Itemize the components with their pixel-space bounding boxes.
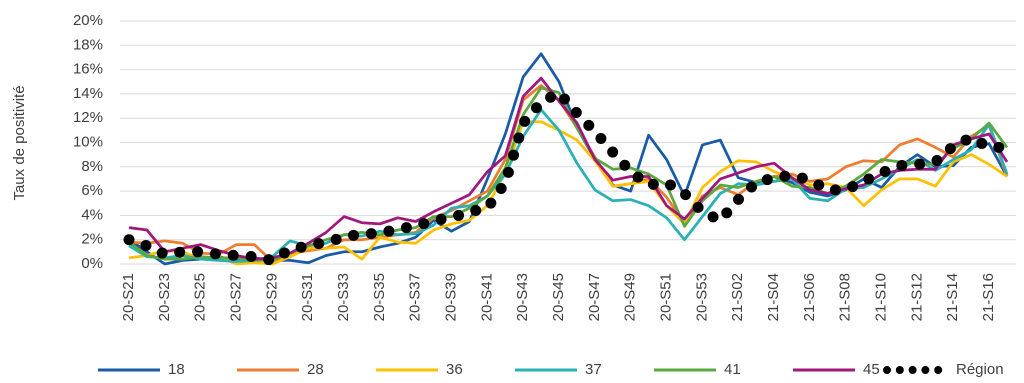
x-tick-label: 20-S43 [514,273,531,321]
gridlines [120,20,1016,265]
legend-label: 36 [446,361,463,378]
legend-label: Région [956,361,1004,378]
legend-label: 41 [724,361,741,378]
legend-item-18: 18 [98,361,185,378]
legend-item-28: 28 [237,361,324,378]
y-tick-label: 4% [81,206,103,223]
x-tick-label: 21-S14 [944,273,961,321]
legend-label: 28 [307,361,324,378]
series-line-45 [128,76,1009,261]
x-tick-label: 20-S39 [442,273,459,321]
series-line-région [123,87,1013,266]
y-tick-label: 10% [73,133,103,150]
y-tick-label: 18% [73,36,103,53]
x-tick-label: 20-S21 [120,273,137,321]
x-tick-label: 20-S41 [478,273,495,321]
x-tick-label: 20-S45 [550,273,567,321]
legend-label: 18 [168,361,185,378]
x-tick-label: 21-S06 [801,273,818,321]
y-axis-tick-labels: 0% 2% 4% 6% 8% 10% 12% 14% 16% 18% 20% [73,12,103,272]
x-tick-label: 20-S49 [622,273,639,321]
series-lines [123,52,1013,266]
x-tick-label: 21-S04 [765,273,782,321]
series-line-18 [128,52,1009,266]
x-tick-label: 20-S35 [371,273,388,321]
x-tick-label: 20-S29 [263,273,280,321]
y-tick-label: 2% [81,231,103,248]
x-tick-label: 20-S27 [227,273,244,321]
x-tick-label: 21-S08 [837,273,854,321]
x-tick-label: 20-S51 [658,273,675,321]
x-tick-label: 21-S10 [873,273,890,321]
y-tick-label: 12% [73,109,103,126]
y-tick-label: 14% [73,85,103,102]
legend-item-41: 41 [654,361,741,378]
x-tick-label: 20-S31 [299,273,316,321]
y-tick-label: 16% [73,61,103,78]
series-line-36 [128,120,1008,266]
x-tick-label: 21-S02 [729,273,746,321]
x-tick-label: 20-S33 [335,273,352,321]
y-tick-label: 0% [81,255,103,272]
x-tick-label: 21-S16 [980,273,997,321]
legend-label: 45 [863,361,880,378]
y-axis-label: Taux de positivité [11,85,28,200]
y-tick-label: 8% [81,158,103,175]
x-tick-label: 20-S25 [192,273,209,321]
x-tick-label: 20-S47 [586,273,603,321]
legend-item-37: 37 [515,361,602,378]
x-tick-label: 20-S23 [156,273,173,321]
y-tick-label: 20% [73,12,103,29]
legend: 18 28 36 37 41 45 Région [98,361,1004,378]
x-tick-label: 20-S53 [693,273,710,321]
y-tick-label: 6% [81,182,103,199]
x-tick-label: 21-S12 [908,273,925,321]
x-axis-tick-labels: 20-S21 20-S23 20-S25 20-S27 20-S29 20-S31 20-S… [120,273,997,321]
legend-item-36: 36 [376,361,463,378]
legend-item-région: Région [883,361,1004,378]
series-line-37 [128,108,1009,263]
legend-item-45: 45 [793,361,880,378]
x-tick-label: 20-S37 [407,273,424,321]
legend-label: 37 [585,361,602,378]
